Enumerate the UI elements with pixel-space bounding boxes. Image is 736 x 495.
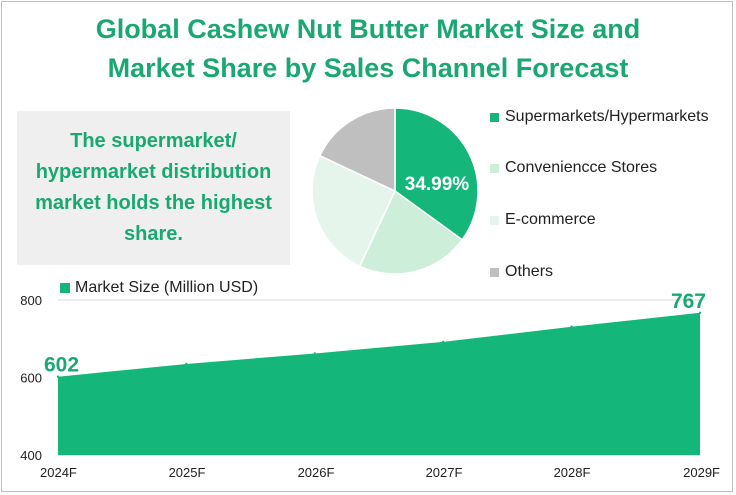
market-size-point-2028F: [570, 325, 573, 328]
x-tick-label-2026F: 2026F: [298, 465, 335, 480]
chart-title-line-2: Market Share by Sales Channel Forecast: [107, 53, 629, 83]
market-size-area: [58, 312, 700, 455]
pie-legend-label-convenience: Conveniencce Stores: [505, 159, 658, 176]
y-tick-label-600: 600: [20, 371, 42, 386]
note-line-1: The supermarket/: [70, 130, 237, 152]
pie-slice-supermarkets: [394, 107, 479, 241]
pie-legend-swatch-ecommerce: [490, 215, 499, 225]
note-line-3: market holds the highest: [35, 192, 272, 214]
pie-legend-item-supermarkets: Supermarkets/Hypermarkets: [490, 108, 709, 126]
pie-legend-label-others: Others: [505, 263, 554, 280]
market-size-point-2026F: [313, 352, 316, 355]
note-line-4: share.: [124, 223, 183, 245]
y-tick-label-800: 800: [20, 293, 42, 308]
x-tick-label-2025F: 2025F: [169, 465, 206, 480]
pie-slice-others: [318, 107, 396, 193]
area-legend: Market Size (Million USD): [60, 279, 258, 297]
market-size-point-2027F: [442, 340, 445, 344]
note-line-2: hypermarket distribution: [35, 161, 272, 183]
highlight-note-box: The supermarket/ hypermarket distributio…: [17, 111, 290, 265]
pie-legend-item-convenience: Conveniencce Stores: [490, 159, 657, 177]
pie-legend-swatch-others: [490, 267, 499, 277]
market-size-point-2029F: [698, 311, 702, 314]
x-tick-label-2027F: 2027F: [426, 465, 463, 480]
pie-legend-label-supermarkets: Supermarkets/Hypermarkets: [505, 108, 709, 125]
highlight-note-text: The supermarket/ hypermarket distributio…: [35, 126, 272, 250]
data-label-2029F: 767: [671, 290, 706, 313]
market-size-point-2024F: [56, 375, 60, 378]
y-tick-label-400: 400: [20, 448, 42, 463]
pie-legend-swatch-convenience: [490, 163, 499, 173]
pie-slice-ecommerce: [311, 154, 396, 268]
data-label-2024F: 602: [44, 354, 79, 377]
x-tick-label-2024F: 2024F: [40, 465, 77, 480]
pie-legend-item-ecommerce: E-commerce: [490, 211, 596, 229]
chart-title: Global Cashew Nut Butter Market Size and…: [0, 10, 736, 88]
area-legend-swatch: [60, 283, 70, 293]
pie-legend-label-ecommerce: E-commerce: [505, 211, 596, 228]
x-tick-label-2029F: 2029F: [683, 465, 720, 480]
pie-legend-item-others: Others: [490, 263, 553, 281]
market-size-point-2025F: [185, 362, 188, 366]
x-tick-label-2028F: 2028F: [554, 465, 591, 480]
pie-label-supermarkets: 34.99%: [405, 174, 470, 195]
area-legend-label: Market Size (Million USD): [75, 279, 259, 296]
pie-legend-swatch-supermarkets: [490, 112, 499, 122]
chart-title-line-1: Global Cashew Nut Butter Market Size and: [95, 14, 641, 44]
